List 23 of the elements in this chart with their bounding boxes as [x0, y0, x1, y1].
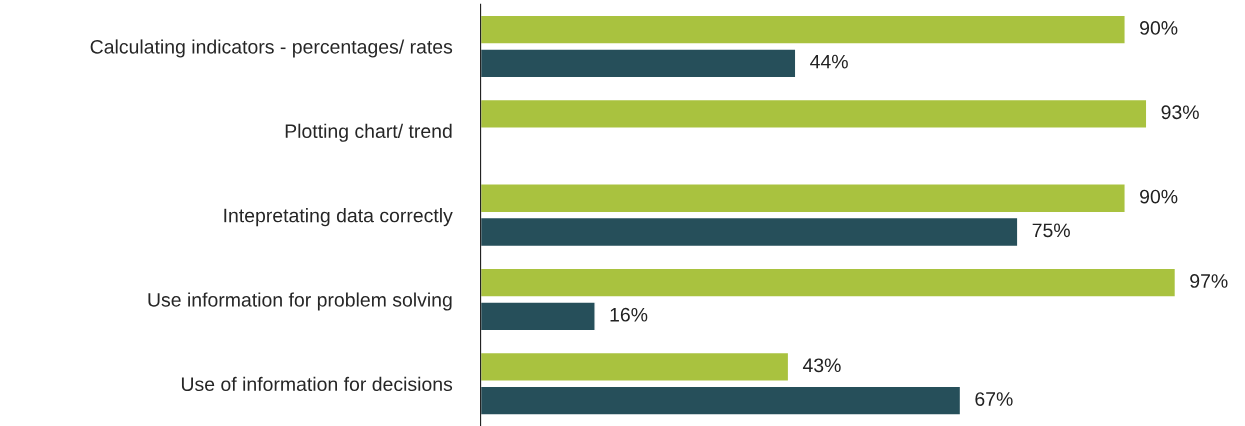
data-label: 97% [1190, 274, 1228, 288]
data-label: 43% [802, 358, 841, 373]
bar [480, 385, 962, 416]
data-label: 67% [975, 392, 1013, 406]
bar [480, 351, 790, 382]
bar [480, 267, 1177, 298]
y-tick-label: Plotting chart/ trend [285, 123, 452, 142]
bar [480, 301, 596, 332]
y-tick-label: Use of information for decisions [181, 376, 453, 392]
data-label: 16% [610, 307, 648, 322]
y-tick-label: Use information for problem solving [148, 292, 452, 311]
bar [480, 98, 1148, 129]
data-label: 75% [1032, 223, 1070, 238]
y-tick-label: Calculating indicators - percentages/ rates [90, 39, 453, 58]
data-label: 93% [1161, 105, 1199, 120]
data-label: 90% [1140, 189, 1178, 204]
bar [480, 48, 797, 79]
y-tick-label: Intepretating data correctly [224, 208, 453, 227]
data-label: 90% [1140, 21, 1178, 35]
data-label: 44% [810, 54, 848, 69]
bar [480, 183, 1126, 214]
bar [480, 14, 1126, 45]
bar [480, 216, 1019, 248]
